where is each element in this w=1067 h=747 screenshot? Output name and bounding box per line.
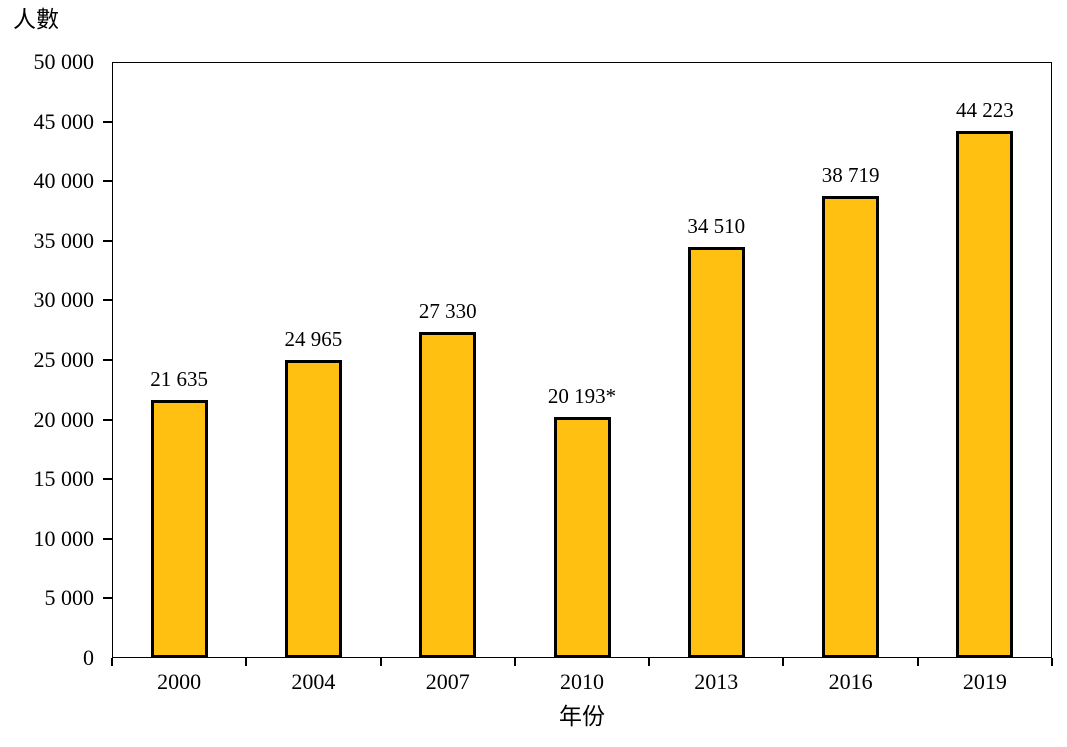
bar-value-label: 34 510 [687,214,746,238]
y-tick-label: 45 000 [33,108,95,134]
x-tick-mark [916,658,919,666]
y-tick-label: 40 000 [33,168,95,194]
y-tick-label: 10 000 [33,525,95,551]
bar-value-label: 44 223 [955,98,1014,122]
y-tick-label: 25 000 [33,347,95,372]
bar-2004 [284,360,342,658]
x-tick-label: 2010 [560,669,604,694]
y-tick-mark [103,597,112,600]
x-tick-mark [111,658,113,666]
bar-2000 [150,400,208,658]
x-tick-mark [379,658,382,666]
x-tick-label: 2016 [828,669,873,694]
y-tick-mark [103,239,112,242]
bar-2019 [956,131,1014,658]
x-tick-label: 2007 [425,669,470,694]
y-tick-mark [103,299,112,302]
y-tick-label: 20 000 [33,406,95,432]
y-tick-label: 35 000 [33,227,95,253]
y-tick-mark [103,478,112,481]
x-tick-mark [245,658,248,666]
y-tick-label: 5 000 [44,585,95,611]
y-tick-label: 50 000 [33,49,95,74]
y-tick-label: 15 000 [33,466,95,492]
bar-value-label: 20 193* [547,384,617,408]
y-tick-mark [103,418,112,421]
y-tick-mark [103,537,112,540]
x-tick-label: 2000 [157,669,202,694]
y-tick-mark [103,359,112,361]
x-tick-mark [782,658,785,666]
x-axis-title: 年份 [559,704,605,729]
x-tick-label: 2004 [291,669,336,694]
y-axis-title: 人數 [13,7,59,32]
bar-value-label: 24 965 [284,327,343,351]
bar-value-label: 21 635 [150,367,209,391]
x-tick-label: 2019 [962,669,1007,694]
x-tick-mark [513,658,516,666]
x-tick-mark [1051,658,1053,666]
bar-value-label: 27 330 [418,299,477,323]
x-tick-label: 2013 [694,669,739,694]
bar-2016 [822,196,880,658]
y-tick-label: 30 000 [33,287,95,313]
y-tick-mark [103,180,112,183]
bar-2010 [553,417,611,658]
x-tick-mark [648,658,651,666]
y-tick-mark [103,120,112,123]
y-tick-label: 0 [83,645,94,670]
bar-2007 [419,332,477,658]
bar-value-label: 38 719 [821,163,880,187]
bar-2013 [687,247,745,658]
